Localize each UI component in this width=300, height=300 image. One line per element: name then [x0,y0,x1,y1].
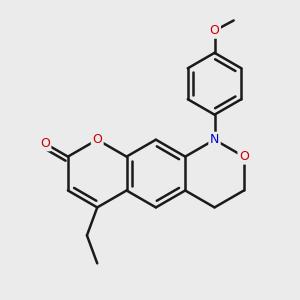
Text: O: O [92,133,102,146]
Text: O: O [210,24,220,37]
Text: N: N [210,133,219,146]
Text: O: O [239,150,249,163]
Text: O: O [40,137,50,150]
